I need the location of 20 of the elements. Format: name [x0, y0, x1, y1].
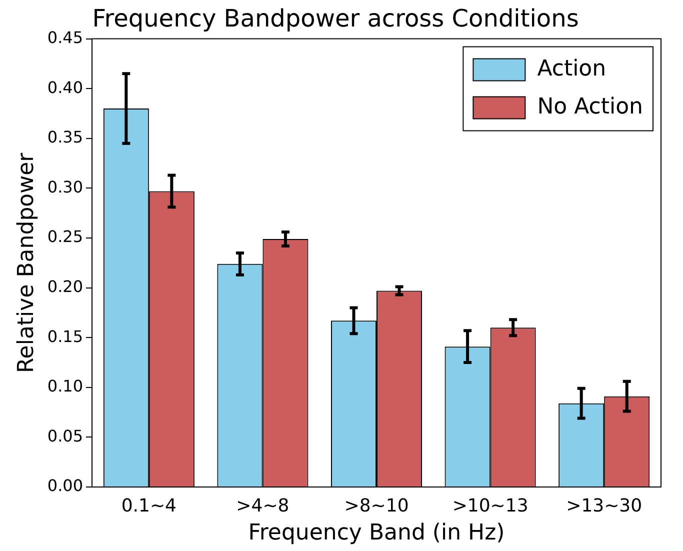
x-tick-label: >13~30 — [566, 495, 642, 516]
y-tick-label: 0.20 — [47, 276, 84, 296]
x-tick-label: 0.1~4 — [121, 495, 177, 516]
y-tick-label: 0.00 — [47, 476, 84, 496]
y-axis-title: Relative Bandpower — [14, 152, 39, 373]
x-axis-title: Frequency Band (in Hz) — [248, 520, 505, 546]
y-tick-label: 0.40 — [47, 78, 84, 97]
y-tick-label: 0.25 — [47, 227, 84, 246]
x-tick-label: >8~10 — [344, 495, 409, 516]
y-tick-label: 0.35 — [47, 128, 84, 147]
x-tick-label: >10~13 — [452, 495, 528, 516]
y-tick-label: 0.30 — [47, 177, 84, 196]
y-tick-label: 0.10 — [47, 376, 84, 396]
x-tick-label: >4~8 — [236, 495, 290, 516]
legend-label: Action — [537, 56, 606, 82]
legend-label: No Action — [537, 94, 643, 120]
chart-title: Frequency Bandpower across Conditions — [92, 4, 579, 33]
y-tick-label: 0.45 — [47, 28, 84, 47]
y-tick-label: 0.15 — [47, 326, 84, 346]
y-tick-label: 0.05 — [47, 426, 84, 446]
